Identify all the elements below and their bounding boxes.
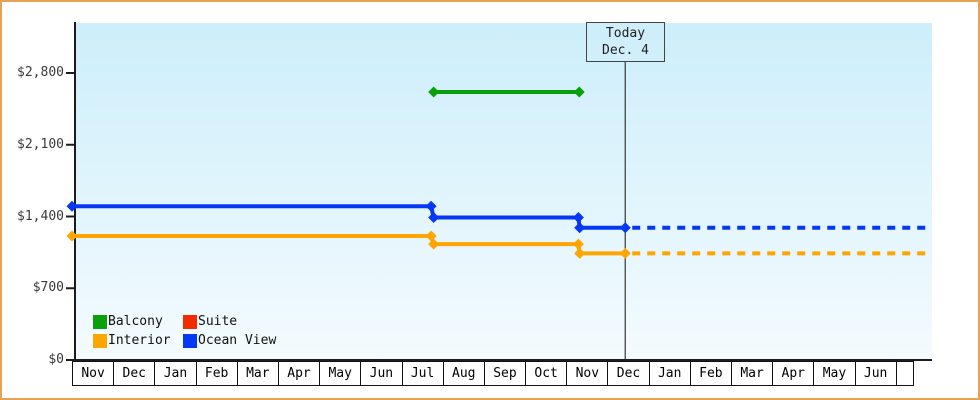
legend-label-ocean-view: Ocean View bbox=[198, 333, 277, 348]
data-point-marker-ocean-view bbox=[425, 200, 437, 212]
x-axis-month-cell: Feb bbox=[689, 361, 732, 386]
plot-background bbox=[75, 23, 932, 360]
legend-swatch-interior bbox=[93, 333, 107, 348]
x-axis-month-cell: Jan bbox=[648, 361, 691, 386]
x-axis-month-cell: Jul bbox=[401, 361, 444, 386]
x-axis-month-cell: Jun bbox=[854, 361, 897, 386]
series-line-ocean-view bbox=[72, 204, 626, 230]
y-axis-tick-label: $2,800 bbox=[17, 65, 64, 80]
data-point-marker-balcony bbox=[428, 86, 440, 98]
x-axis-month-cell: Apr bbox=[772, 361, 815, 386]
x-axis-month-cell: Dec bbox=[607, 361, 650, 386]
legend-item-interior: Interior bbox=[93, 333, 183, 348]
chart-legend: Balcony Suite Interior Ocean View bbox=[93, 314, 276, 348]
legend-swatch-ocean-view bbox=[183, 333, 197, 348]
legend-swatch-balcony bbox=[93, 314, 107, 329]
y-axis-tick-label: $2,100 bbox=[17, 136, 64, 152]
x-axis-month-cell: Mar bbox=[731, 361, 774, 386]
data-point-marker-ocean-view bbox=[428, 212, 440, 224]
y-axis-tick-label: $1,400 bbox=[17, 208, 64, 224]
legend-label-interior: Interior bbox=[108, 333, 171, 348]
x-axis-month-cell: Nov bbox=[72, 361, 115, 386]
x-axis-month-cell: Jun bbox=[360, 361, 403, 386]
x-axis-month-cell: Nov bbox=[566, 361, 609, 386]
y-axis-tick-label: $0 bbox=[48, 352, 64, 367]
x-axis-month-cell: Sep bbox=[483, 361, 527, 386]
data-point-marker-interior bbox=[572, 238, 584, 250]
x-axis-month-cell: Apr bbox=[277, 361, 321, 386]
data-point-marker-balcony bbox=[573, 86, 585, 98]
x-axis-month-cell: Oct bbox=[525, 361, 568, 386]
data-point-marker-interior bbox=[425, 230, 437, 242]
x-axis-month-cell: Aug bbox=[442, 361, 485, 386]
data-point-marker-ocean-view bbox=[574, 222, 586, 234]
legend-label-suite: Suite bbox=[198, 314, 238, 329]
x-axis-month-cell: Mar bbox=[236, 361, 279, 386]
x-axis-month-cell: Dec bbox=[113, 361, 156, 386]
today-label: Today bbox=[605, 26, 646, 41]
x-axis-month-cell: Feb bbox=[195, 361, 238, 386]
data-point-marker-interior bbox=[619, 247, 631, 259]
y-axis-tick-label: $700 bbox=[32, 280, 64, 296]
legend-item-balcony: Balcony bbox=[93, 314, 183, 329]
data-point-marker-ocean-view bbox=[572, 212, 584, 224]
x-axis-month-cell: May bbox=[319, 361, 362, 386]
today-marker-box: Today Dec. 4 bbox=[586, 22, 665, 62]
legend-swatch-suite bbox=[183, 314, 197, 329]
series-line-interior bbox=[72, 233, 626, 256]
x-axis-month-cell: Jan bbox=[154, 361, 197, 386]
today-date: Dec. 4 bbox=[602, 43, 649, 58]
data-point-marker-ocean-view bbox=[66, 200, 78, 212]
data-point-marker-interior bbox=[428, 238, 440, 250]
data-point-marker-interior bbox=[66, 230, 78, 242]
legend-item-suite: Suite bbox=[183, 314, 276, 329]
x-axis-empty-cell bbox=[895, 361, 914, 386]
data-point-marker-interior bbox=[574, 247, 586, 259]
x-axis-month-band: Nov Dec Jan Feb Mar Apr May Jun Jul Aug Sep Oct Nov D… bbox=[72, 361, 914, 386]
x-axis-month-cell: May bbox=[813, 361, 856, 386]
data-point-marker-ocean-view bbox=[619, 222, 631, 234]
legend-label-balcony: Balcony bbox=[108, 314, 163, 329]
legend-item-ocean-view: Ocean View bbox=[183, 333, 276, 348]
